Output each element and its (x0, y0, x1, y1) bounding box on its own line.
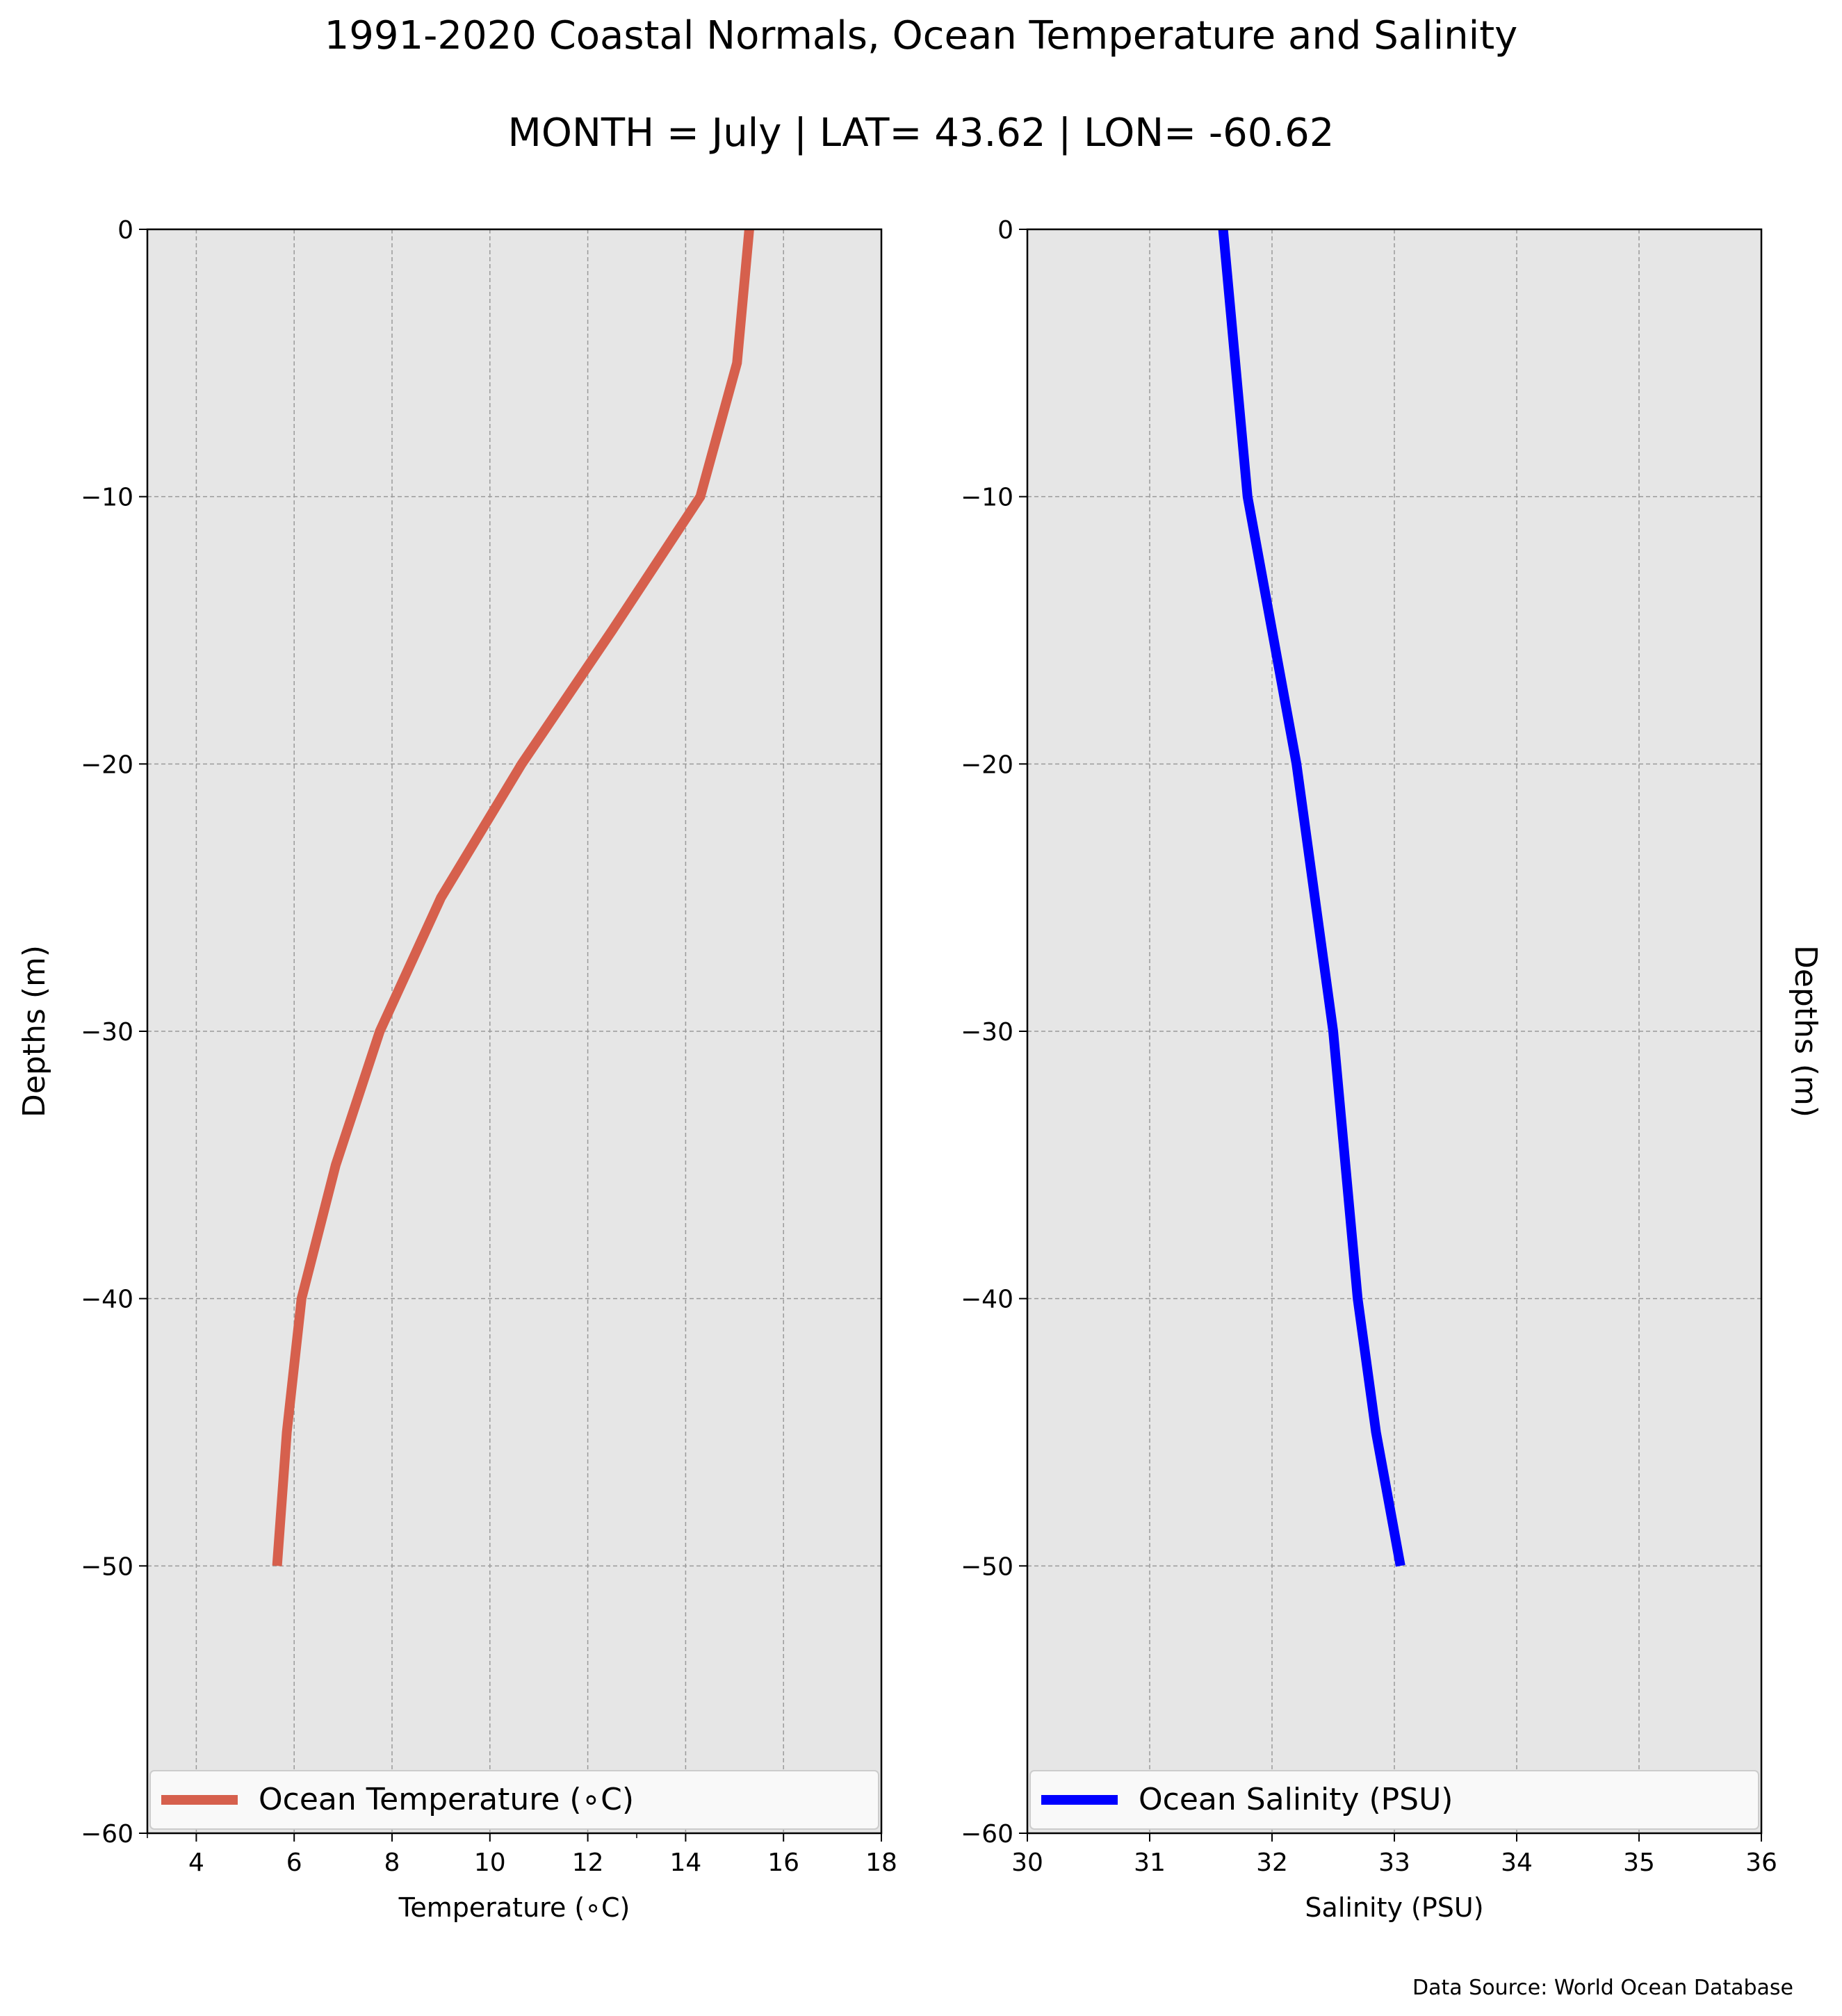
temp-y-tick-label: −40 (81, 1286, 133, 1314)
sal-x-axis-label: Salinity (PSU) (1305, 1892, 1483, 1923)
temp-y-tick-label: −60 (81, 1820, 133, 1849)
source-note: Data Source: World Ocean Database (1412, 1976, 1793, 2000)
temp-y-tick-label: 0 (117, 216, 133, 245)
temp-x-tick-label: 12 (572, 1849, 604, 1877)
temperature-panel: 4 6 8 10 12 14 16 18 0 −10 −20 −30 −40 −50 −60 Temperat… (17, 216, 897, 1923)
sal-x-tick-label: 36 (1745, 1849, 1777, 1877)
temp-y-tick-label: −10 (81, 484, 133, 512)
temp-x-tick-label: 4 (188, 1849, 204, 1877)
sal-y-tick-label: 0 (997, 216, 1013, 245)
temp-x-tick-label: 10 (474, 1849, 506, 1877)
salinity-panel: 30 31 32 33 34 35 36 0 −10 −20 −30 −40 −50 −60 Salinit… (961, 216, 1823, 1923)
sal-y-axis-label: Depths (m) (1788, 945, 1823, 1117)
temp-y-tick-label: −50 (81, 1552, 133, 1581)
temp-legend: Ocean Temperature (∘C) (149, 1770, 879, 1830)
temp-x-tick-label: 6 (286, 1849, 302, 1877)
sal-y-tick-label: −20 (961, 751, 1013, 779)
sal-y-tick-label: −50 (961, 1552, 1013, 1581)
sal-y-tick-label: −60 (961, 1820, 1013, 1849)
temp-plot-area (147, 229, 881, 1833)
sal-x-tick-label: 32 (1256, 1849, 1288, 1877)
chart-title: 1991-2020 Coastal Normals, Ocean Tempera… (325, 13, 1518, 58)
chart-subtitle: MONTH = July | LAT= 43.62 | LON= -60.62 (508, 110, 1335, 156)
temp-series-line (272, 229, 754, 1566)
temp-y-tick-label: −20 (81, 751, 133, 779)
temp-y-axis-label: Depths (m) (17, 945, 52, 1117)
temp-y-tick-label: −30 (81, 1018, 133, 1047)
temp-x-tick-label: 14 (669, 1849, 701, 1877)
sal-x-tick-label: 35 (1623, 1849, 1655, 1877)
sal-y-tick-label: −30 (961, 1018, 1013, 1047)
sal-x-tick-label: 30 (1011, 1849, 1043, 1877)
temp-x-tick-label: 16 (767, 1849, 799, 1877)
temp-x-tick-label: 18 (865, 1849, 897, 1877)
temp-legend-box (149, 1770, 879, 1830)
temp-x-tick-label: 8 (384, 1849, 400, 1877)
sal-legend-box (1029, 1770, 1759, 1830)
temp-legend-label: Ocean Temperature (∘C) (259, 1782, 634, 1817)
sal-x-tick-label: 34 (1501, 1849, 1533, 1877)
sal-y-tick-label: −10 (961, 484, 1013, 512)
temp-x-axis-label: Temperature (∘C) (398, 1892, 630, 1923)
sal-x-tick-label: 31 (1134, 1849, 1166, 1877)
sal-legend: Ocean Salinity (PSU) (1029, 1770, 1759, 1830)
sal-legend-label: Ocean Salinity (PSU) (1139, 1782, 1453, 1817)
sal-y-tick-label: −40 (961, 1286, 1013, 1314)
sal-series-line (1218, 229, 1405, 1567)
sal-x-tick-label: 33 (1378, 1849, 1410, 1877)
